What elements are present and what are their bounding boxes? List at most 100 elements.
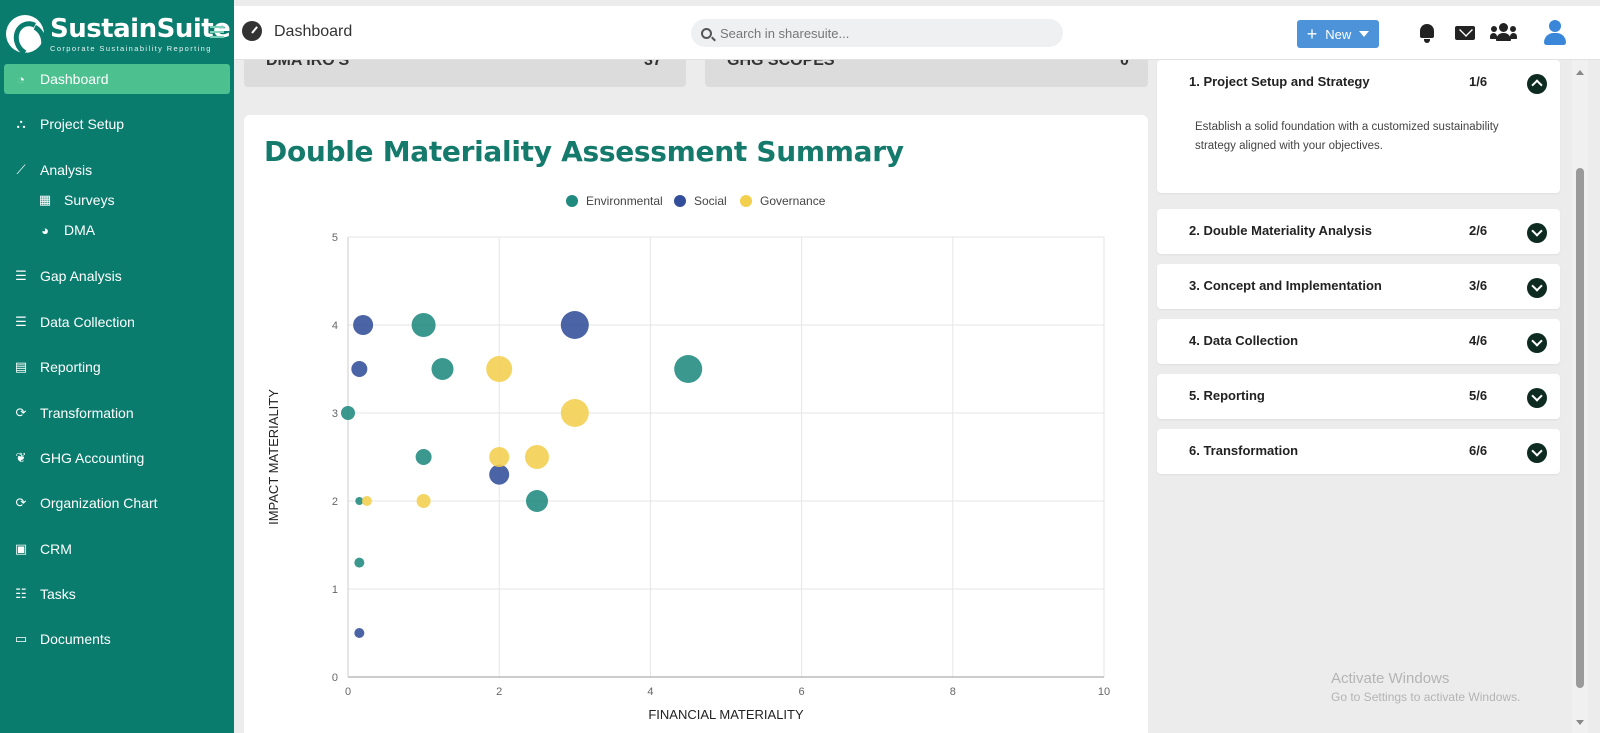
y-tick-label: 2 (332, 496, 338, 508)
stat-value: 0 (1120, 60, 1129, 69)
sidebar-item-tasks[interactable]: ☷ Tasks (4, 579, 230, 609)
page-title: Dashboard (274, 23, 353, 40)
step-title: 3. Concept and Implementation (1189, 278, 1382, 293)
data-point (361, 496, 372, 506)
sidebar-item-gap-analysis[interactable]: ☰ Gap Analysis (4, 261, 230, 291)
sustainsuite-logo-icon (6, 15, 44, 53)
sidebar-item-reporting[interactable]: ▤ Reporting (4, 352, 230, 382)
sidebar-item-label: Tasks (40, 586, 76, 602)
sidebar-item-project-setup[interactable]: ⛬ Project Setup (4, 109, 230, 139)
x-tick-label: 2 (496, 686, 502, 698)
scroll-up-arrow-icon[interactable] (1576, 70, 1584, 75)
mail-icon[interactable] (1452, 20, 1478, 46)
legend-label: Social (694, 194, 727, 208)
data-point (560, 399, 589, 427)
brand-tagline: Corporate Sustainability Reporting (50, 43, 212, 53)
folder-icon: ▭ (14, 631, 28, 646)
database-icon: ☰ (15, 268, 27, 283)
step-title: 6. Transformation (1189, 443, 1299, 458)
data-point (560, 311, 589, 339)
sidebar-item-label: Transformation (40, 405, 134, 421)
database-icon: ☰ (15, 314, 27, 329)
users-icon[interactable] (1490, 20, 1517, 46)
data-point (674, 355, 703, 383)
chevron-down-icon[interactable] (1527, 388, 1547, 408)
chevron-down-icon[interactable] (1527, 278, 1547, 298)
step-title: 2. Double Materiality Analysis (1189, 223, 1373, 238)
bell-icon[interactable] (1414, 20, 1440, 46)
sidebar-item-label: Gap Analysis (40, 268, 122, 284)
step-card-2[interactable]: 2. Double Materiality Analysis 2/6 (1157, 209, 1560, 254)
stat-label: GHG SCOPES (727, 60, 835, 69)
data-point (341, 406, 355, 420)
sidebar-item-ghg-accounting[interactable]: ❦ GHG Accounting (4, 443, 230, 473)
scroll-down-arrow-icon[interactable] (1576, 720, 1584, 725)
step-card-1[interactable]: 1. Project Setup and Strategy 1/6 Establ… (1157, 60, 1560, 193)
new-button-label: New (1325, 26, 1352, 42)
step-card-4[interactable]: 4. Data Collection 4/6 (1157, 319, 1560, 364)
vertical-scrollbar[interactable] (1572, 60, 1588, 733)
chart-title: Double Materiality Assessment Summary (264, 135, 904, 168)
plus-icon: + (1306, 24, 1318, 44)
scrollbar-thumb[interactable] (1576, 168, 1584, 688)
stat-card-dma-iros: DMA IRO'S 37 (244, 60, 686, 87)
sidebar-item-data-collection[interactable]: ☰ Data Collection (4, 307, 230, 337)
list-icon: ☷ (15, 586, 27, 601)
step-description: Establish a solid foundation with a cust… (1195, 121, 1499, 152)
dma-scatter-chart: 0 2 4 6 8 10 0 1 2 3 4 5 FINANCIAL MATERIALITY IMPACT… (266, 194, 1110, 722)
sidebar-item-analysis[interactable]: ⟋ Analysis (4, 155, 230, 185)
sidebar-item-label: Analysis (40, 162, 93, 178)
search-input[interactable] (720, 25, 1040, 41)
x-tick-label: 6 (799, 686, 805, 698)
hamburger-menu-icon[interactable] (210, 26, 224, 38)
chevron-down-icon[interactable] (1527, 333, 1547, 353)
data-point (525, 445, 549, 469)
sidebar-item-documents[interactable]: ▭ Documents (4, 624, 230, 654)
step-card-3[interactable]: 3. Concept and Implementation 3/6 (1157, 264, 1560, 309)
step-card-6[interactable]: 6. Transformation 6/6 (1157, 429, 1560, 474)
sidebar-item-organization-chart[interactable]: ⟳ Organization Chart (4, 488, 230, 518)
brand-name: SustainSuite (50, 13, 231, 44)
data-point (411, 313, 436, 337)
sidebar-item-label: Surveys (64, 192, 115, 208)
y-tick-label: 0 (332, 672, 338, 684)
windows-activation-watermark: Activate Windows Go to Settings to activ… (1331, 670, 1520, 704)
leaf-icon: ❦ (15, 450, 27, 465)
step-card-5[interactable]: 5. Reporting 5/6 (1157, 374, 1560, 419)
y-axis-label: IMPACT MATERIALITY (266, 389, 281, 525)
data-point (489, 447, 510, 467)
x-axis-label: FINANCIAL MATERIALITY (648, 707, 804, 722)
user-avatar-icon[interactable] (1542, 18, 1568, 45)
x-tick-label: 4 (647, 686, 653, 698)
sidebar: SustainSuite Corporate Sustainability Re… (0, 0, 234, 733)
sidebar-item-crm[interactable]: ▣ CRM (4, 534, 230, 564)
step-title: 4. Data Collection (1189, 333, 1299, 348)
sidebar-item-label: Project Setup (40, 116, 125, 132)
gauge-icon (242, 21, 262, 41)
data-point (355, 497, 364, 505)
sidebar-item-transformation[interactable]: ⟳ Transformation (4, 398, 230, 428)
step-count: 2/6 (1469, 223, 1488, 238)
y-tick-label: 5 (332, 232, 338, 244)
sidebar-item-label: GHG Accounting (40, 450, 145, 466)
gauge-icon: ◔ (17, 71, 25, 87)
chevron-up-icon[interactable] (1527, 74, 1547, 94)
sync-icon: ⟳ (15, 495, 27, 510)
data-point (486, 356, 513, 382)
data-point (415, 449, 432, 465)
step-count: 1/6 (1469, 74, 1488, 89)
sidebar-item-dma[interactable]: ◕ DMA (28, 215, 228, 245)
data-point (351, 361, 368, 377)
sidebar-item-surveys[interactable]: ▦ Surveys (28, 185, 228, 215)
sidebar-item-dashboard[interactable]: ◔ Dashboard (4, 64, 230, 94)
y-tick-label: 1 (332, 584, 338, 596)
chevron-down-icon[interactable] (1527, 443, 1547, 463)
chevron-down-icon[interactable] (1527, 223, 1547, 243)
new-button[interactable]: + New (1297, 20, 1379, 48)
sidebar-item-label: Documents (40, 631, 111, 647)
data-point (431, 358, 454, 380)
sidebar-item-label: Dashboard (40, 71, 109, 87)
search-box[interactable] (691, 19, 1063, 47)
stat-value: 37 (644, 60, 662, 69)
data-point (416, 494, 431, 508)
